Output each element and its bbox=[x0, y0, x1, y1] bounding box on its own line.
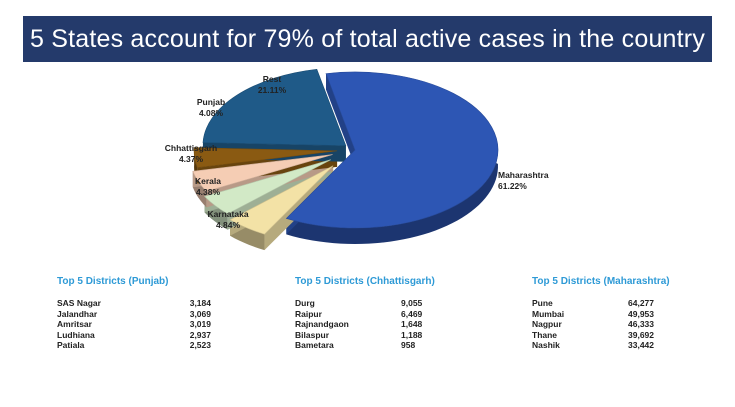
table-row: Pune 64,277 bbox=[532, 298, 732, 309]
district-value: 39,692 bbox=[628, 329, 654, 340]
slice-value-label: 61.22% bbox=[498, 181, 527, 191]
pie-slice-face bbox=[326, 73, 355, 166]
table-row: Jalandhar 3,069 bbox=[57, 309, 257, 320]
district-name: Nagpur bbox=[532, 319, 562, 330]
table-row: Nagpur 46,333 bbox=[532, 319, 732, 330]
table-chhattisgarh: Top 5 Districts (Chhattisgarh) Durg 9,055… bbox=[295, 276, 495, 351]
district-value: 49,953 bbox=[628, 308, 654, 319]
district-value: 958 bbox=[401, 340, 416, 351]
table-title: Top 5 Districts (Maharashtra) bbox=[532, 276, 670, 287]
district-name: Rajnandgaon bbox=[295, 319, 349, 330]
slice-value-label: 4.38% bbox=[196, 187, 221, 197]
table-row: Bametara 958 bbox=[295, 340, 495, 351]
table-row: Thane 39,692 bbox=[532, 330, 732, 341]
slice-label: Kerala bbox=[195, 176, 221, 186]
pie-chart: Maharashtra61.22%Karnataka4.84%Kerala4.3… bbox=[165, 69, 549, 251]
slice-value-label: 4.37% bbox=[179, 154, 204, 164]
district-value: 3,019 bbox=[189, 319, 211, 330]
district-name: Ludhiana bbox=[57, 329, 95, 340]
district-value: 46,333 bbox=[628, 319, 654, 330]
district-value: 3,069 bbox=[189, 308, 211, 319]
district-name: SAS Nagar bbox=[57, 298, 101, 308]
slice-label: Rest bbox=[263, 74, 282, 84]
slice-value-label: 4.08% bbox=[199, 108, 224, 118]
district-name: Thane bbox=[532, 329, 558, 340]
table-punjab: Top 5 Districts (Punjab) SAS Nagar 3,184 … bbox=[57, 276, 257, 351]
district-name: Bilaspur bbox=[295, 329, 330, 340]
table-row: Raipur 6,469 bbox=[295, 309, 495, 320]
table-row: Bilaspur 1,188 bbox=[295, 330, 495, 341]
pie-slice-maharashtra bbox=[285, 71, 499, 229]
district-value: 2,523 bbox=[189, 340, 211, 351]
slice-value-label: 4.84% bbox=[216, 220, 241, 230]
slice-label: Maharashtra bbox=[498, 170, 549, 180]
pie-slice-punjab bbox=[193, 147, 338, 168]
district-value: 6,469 bbox=[401, 308, 423, 319]
district-name: Bametara bbox=[295, 340, 334, 351]
district-value: 1,188 bbox=[401, 329, 423, 340]
district-value: 64,277 bbox=[628, 298, 654, 308]
pie-slice-karnataka bbox=[229, 165, 334, 235]
table-title: Top 5 Districts (Chhattisgarh) bbox=[295, 276, 435, 287]
pie-slice-rest bbox=[202, 69, 347, 147]
slice-label: Chhattisgarh bbox=[165, 143, 217, 153]
district-name: Raipur bbox=[295, 308, 322, 319]
district-name: Nashik bbox=[532, 340, 560, 351]
table-row: Amritsar 3,019 bbox=[57, 319, 257, 330]
table-maharashtra: Top 5 Districts (Maharashtra) Pune 64,277… bbox=[532, 276, 732, 351]
district-name: Jalandhar bbox=[57, 308, 98, 319]
table-row: Durg 9,055 bbox=[295, 298, 495, 309]
district-value: 1,648 bbox=[401, 319, 423, 330]
district-name: Pune bbox=[532, 298, 553, 308]
table-row: Rajnandgaon 1,648 bbox=[295, 319, 495, 330]
district-value: 2,937 bbox=[189, 329, 211, 340]
table-row: Patiala 2,523 bbox=[57, 340, 257, 351]
district-name: Patiala bbox=[57, 340, 85, 351]
slide-title: 5 States account for 79% of total active… bbox=[23, 16, 712, 62]
district-name: Mumbai bbox=[532, 308, 565, 319]
district-value: 3,184 bbox=[189, 298, 211, 308]
table-row: Nashik 33,442 bbox=[532, 340, 732, 351]
slice-label: Karnataka bbox=[207, 209, 248, 219]
district-name: Amritsar bbox=[57, 319, 92, 330]
district-value: 9,055 bbox=[401, 298, 423, 308]
slice-value-label: 21.11% bbox=[258, 85, 287, 95]
table-row: Ludhiana 2,937 bbox=[57, 330, 257, 341]
slice-label: Punjab bbox=[197, 97, 225, 107]
district-value: 33,442 bbox=[628, 340, 654, 351]
district-name: Durg bbox=[295, 298, 315, 308]
pie-slice-chhattisgarh bbox=[192, 154, 333, 192]
table-row: SAS Nagar 3,184 bbox=[57, 298, 257, 309]
table-title: Top 5 Districts (Punjab) bbox=[57, 276, 169, 287]
table-row: Mumbai 49,953 bbox=[532, 309, 732, 320]
pie-slice-kerala bbox=[204, 159, 331, 215]
